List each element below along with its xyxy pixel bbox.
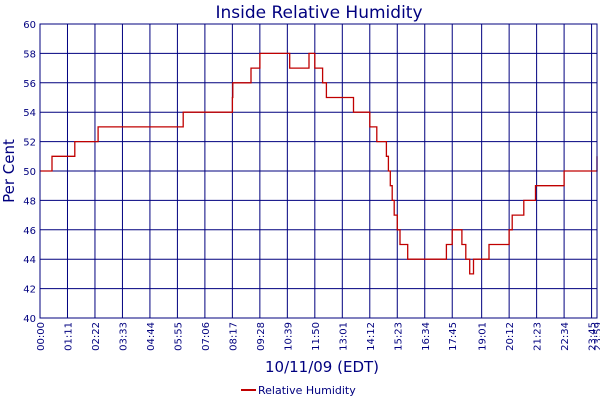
y-tick-label: 52 [23, 138, 36, 149]
y-tick-label: 54 [23, 108, 36, 119]
y-tick-label: 40 [23, 314, 36, 325]
chart-title: Inside Relative Humidity [215, 3, 422, 23]
y-axis-label: Per Cent [0, 139, 18, 203]
x-tick-label: 09:28 [256, 322, 267, 351]
x-tick-label: 23:59 [593, 322, 600, 351]
y-tick-label: 44 [23, 255, 36, 266]
x-tick-label: 07:06 [201, 322, 212, 351]
x-tick-label: 22:34 [560, 322, 571, 351]
series-line-0 [40, 52, 598, 275]
x-tick-label: 01:11 [63, 322, 74, 351]
series-group [40, 52, 598, 275]
x-tick-label: 10:39 [283, 322, 294, 351]
x-tick-label: 08:17 [228, 322, 239, 351]
legend-label: Relative Humidity [258, 384, 356, 397]
x-tick-label: 13:01 [338, 322, 349, 351]
x-tick-label: 23:45 [588, 322, 599, 351]
x-tick-label: 00:00 [36, 322, 47, 351]
x-tick-label: 04:44 [146, 322, 157, 351]
x-tick-label: 17:45 [448, 322, 459, 351]
y-tick-label: 56 [23, 79, 36, 90]
x-tick-label: 11:50 [311, 322, 322, 351]
x-tick-label: 15:23 [393, 322, 404, 351]
x-axis-label: 10/11/09 (EDT) [265, 358, 379, 376]
y-tick-label: 58 [23, 49, 36, 60]
x-tick-label: 02:22 [91, 322, 102, 351]
y-tick-label: 46 [23, 226, 36, 237]
y-tick-label: 48 [23, 196, 36, 207]
plot-frame [39, 23, 598, 319]
x-tick-label: 16:34 [421, 322, 432, 351]
x-tick-label: 20:12 [505, 322, 516, 351]
x-tick-label: 05:55 [173, 322, 184, 351]
x-axis-ticks: 00:00 01:11 02:22 03:33 04:44 05:55 07:06 08:17… [36, 322, 600, 351]
y-tick-label: 42 [23, 285, 36, 296]
legend: Relative Humidity [241, 384, 356, 397]
y-tick-label: 50 [23, 167, 36, 178]
x-tick-label: 21:23 [533, 322, 544, 351]
x-tick-label: 19:01 [478, 322, 489, 351]
y-tick-label: 60 [23, 20, 36, 31]
x-tick-label: 14:12 [366, 322, 377, 351]
x-tick-label: 03:33 [118, 322, 129, 351]
y-axis-ticks: 40 42 44 46 48 50 52 54 56 58 60 [23, 20, 36, 325]
